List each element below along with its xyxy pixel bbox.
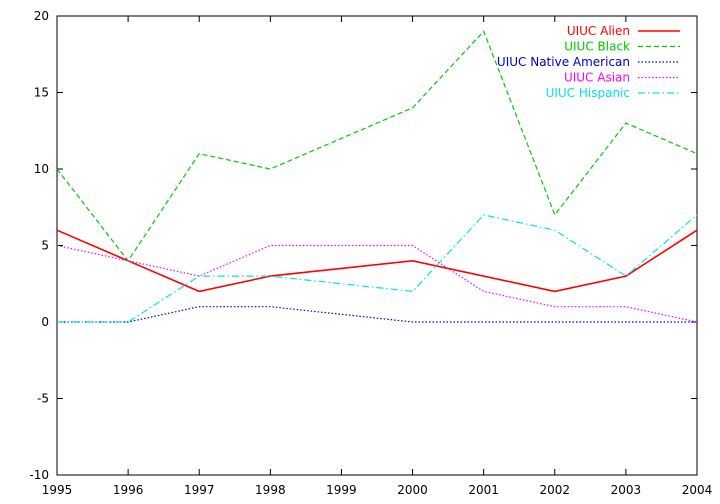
series-layer (56, 30, 698, 323)
y-axis: -10 -5 0 5 10 15 20 (29, 9, 697, 482)
x-tick-label: 1996 (113, 483, 144, 497)
x-tick-label: 2000 (397, 483, 428, 497)
x-tick-label: 2004 (682, 483, 713, 497)
x-tick-label: 1998 (255, 483, 286, 497)
y-tick-label: -5 (37, 392, 49, 406)
y-tick-label: -10 (29, 468, 49, 482)
legend-label: UIUC Native American (497, 55, 630, 69)
y-tick-label: 20 (34, 9, 49, 23)
x-axis: 1995 1996 1997 1998 1999 2000 2001 2002 2003 2004 (42, 16, 713, 497)
x-tick-label: 2003 (611, 483, 642, 497)
y-tick-label: 5 (41, 239, 49, 253)
series-line-uiuc-alien (56, 229, 698, 293)
y-tick-label: 15 (34, 86, 49, 100)
x-tick-label: 2002 (540, 483, 571, 497)
legend-label: UIUC Asian (564, 71, 630, 85)
y-tick-label: 10 (34, 162, 49, 176)
legend-label: UIUC Black (564, 40, 630, 54)
series-line-uiuc-native-american (57, 306, 697, 323)
x-tick-label: 1997 (184, 483, 215, 497)
legend-label: UIUC Alien (567, 24, 630, 38)
x-tick-label: 1995 (42, 483, 73, 497)
x-tick-label: 2001 (468, 483, 499, 497)
legend-label: UIUC Hispanic (546, 86, 630, 100)
series-line-uiuc-hispanic (57, 214, 698, 323)
series-line-uiuc-black (56, 30, 698, 262)
x-tick-label: 1999 (326, 483, 357, 497)
series-line-uiuc-asian (56, 244, 698, 323)
y-tick-label: 0 (41, 315, 49, 329)
